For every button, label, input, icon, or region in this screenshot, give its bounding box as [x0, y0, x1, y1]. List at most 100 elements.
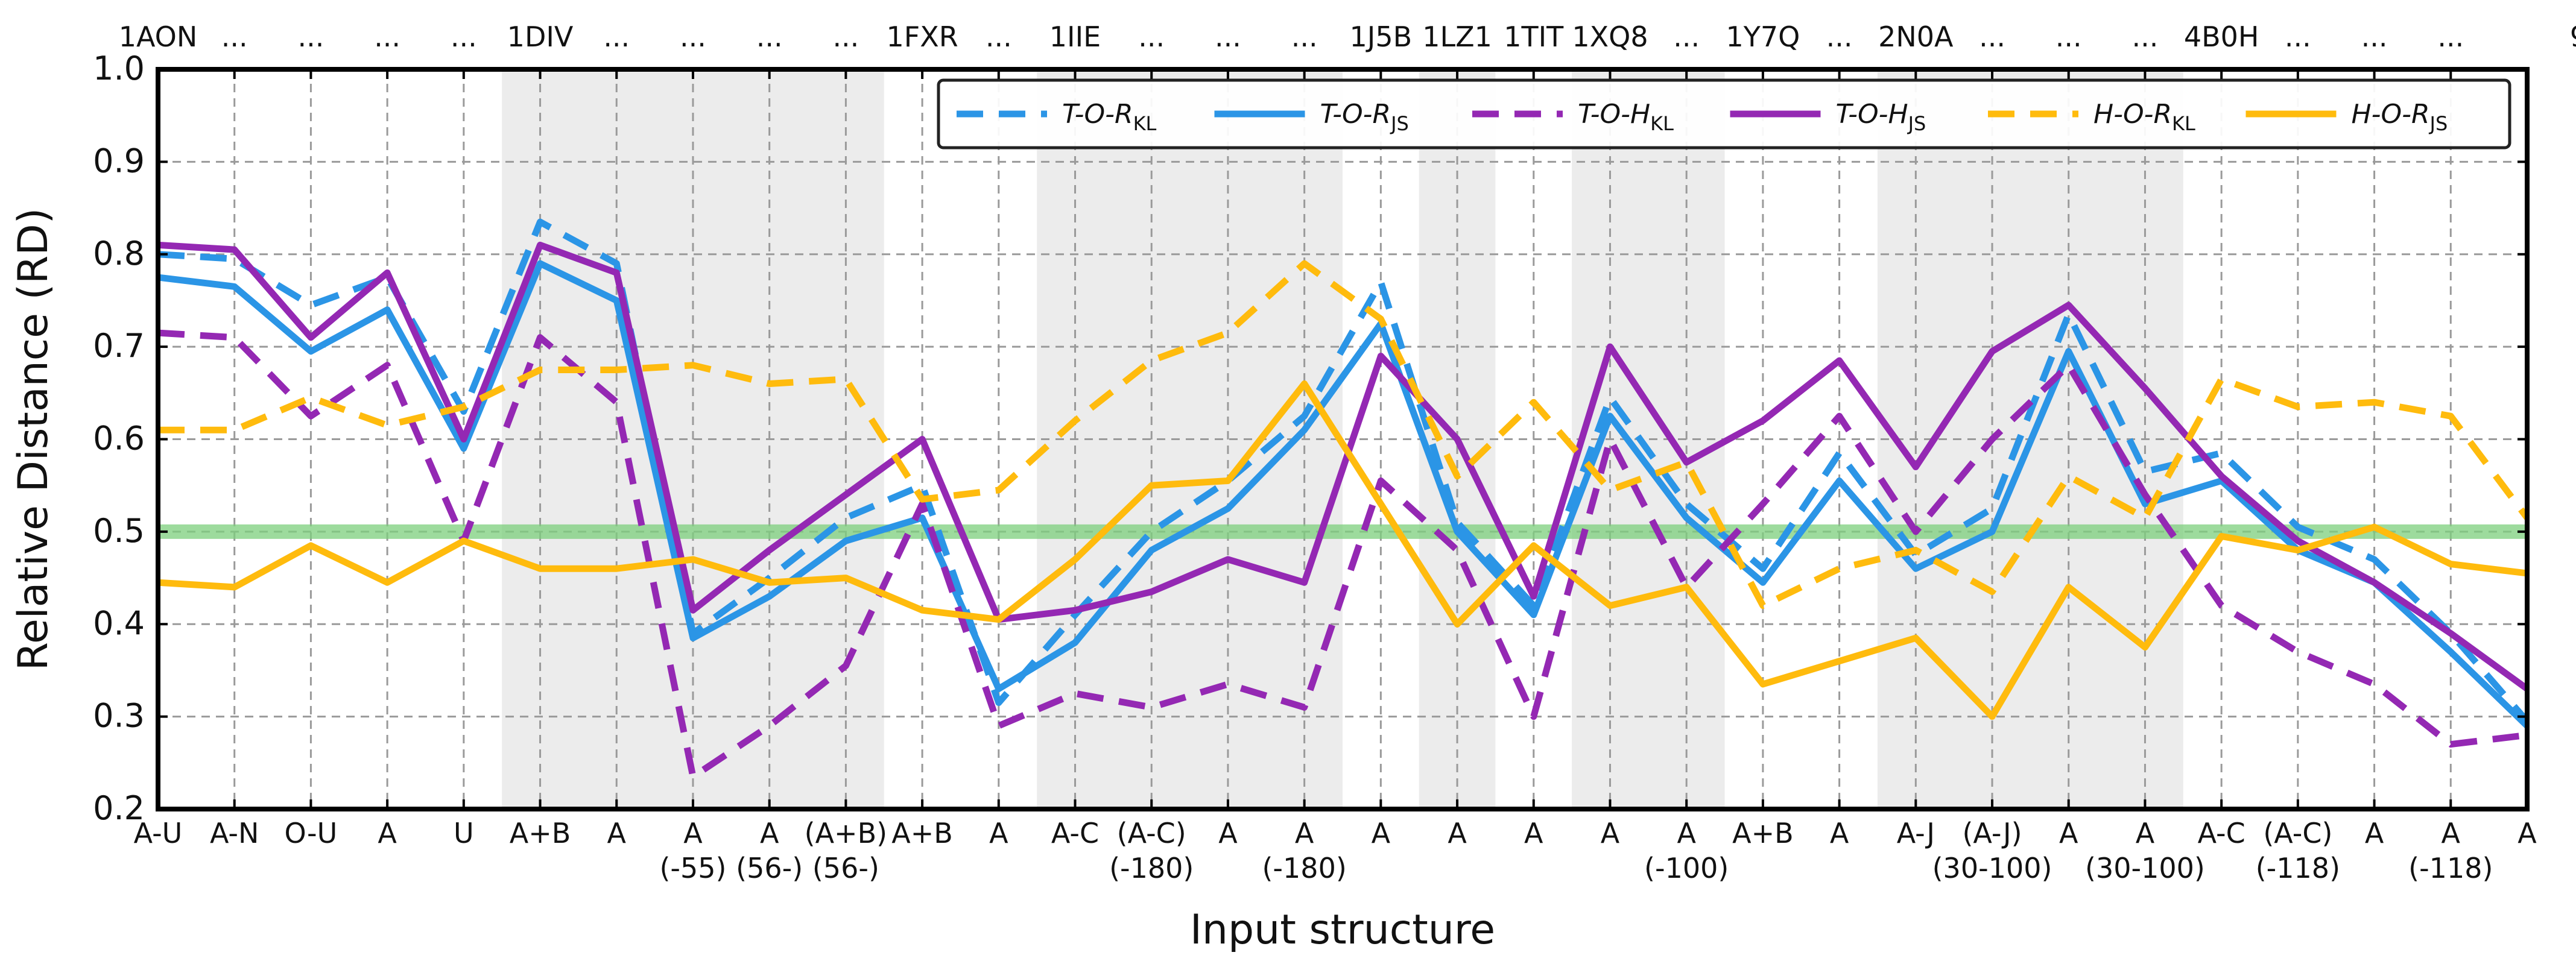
x-tick-label-line: (-180): [1262, 852, 1346, 884]
top-structure-label: 1XQ8: [1572, 20, 1648, 53]
top-structure-label: ...: [374, 20, 400, 53]
series-line-t-o-r-kl: [157, 218, 2530, 723]
x-tick-label-line: A: [2365, 817, 2384, 849]
legend-label-subscript: JS: [1907, 112, 1926, 135]
x-tick-label-line: (A+B): [805, 817, 887, 849]
x-tick-label-line: A: [1295, 817, 1314, 849]
x-tick-label-line: A: [378, 817, 397, 849]
top-structure-label: ...: [2132, 20, 2159, 53]
series-line-t-o-h-kl: [157, 329, 2528, 780]
legend-label-name: T-O-R: [1062, 99, 1133, 130]
legend-label: T-O-RJS: [1320, 99, 1409, 135]
x-axis-title: Input structure: [1190, 906, 1495, 954]
x-tick-label-line: A-N: [210, 817, 259, 849]
top-structure-label: ...: [2285, 20, 2311, 53]
series-line-h-o-r-kl: [158, 260, 2530, 610]
y-axis-title: Relative Distance (RD): [10, 208, 57, 670]
x-tick-label: A+B: [510, 817, 571, 849]
top-structure-label: ...: [2361, 20, 2388, 53]
x-tick-label: (A-J) (30-100): [1932, 817, 2052, 884]
x-tick-label: A-C: [2198, 817, 2245, 849]
x-tick-label-line: A+B: [891, 817, 953, 849]
x-tick-label: A (30-100): [2085, 817, 2205, 884]
top-structure-label: 1TIT: [1504, 20, 1564, 53]
x-tick-label-line: A+B: [1732, 817, 1794, 849]
x-tick-label: A: [2517, 817, 2537, 849]
top-structure-label: ...: [297, 20, 324, 53]
x-tick-label-line: (-118): [2256, 852, 2340, 884]
x-tick-label: A-N: [210, 817, 259, 849]
legend-label-name: H-O-R: [2093, 99, 2172, 130]
x-tick-label: A: [2059, 817, 2078, 849]
top-structure-label: ...: [832, 20, 859, 53]
top-structure-label: 1Y7Q: [1726, 20, 1800, 53]
x-tick-label-line: A: [1524, 817, 1543, 849]
y-tick-label: 0.9: [93, 142, 145, 180]
x-tick-label: A (-100): [1644, 817, 1729, 884]
legend: T-O-RKL T-O-RJS T-O-HKL T-O-HJS H-O-RKL H-O-R…: [937, 78, 2511, 150]
top-structure-label: ...: [756, 20, 783, 53]
x-tick-label-line: (-55): [659, 852, 726, 884]
x-tick-label-line: (A-J): [1962, 817, 2022, 849]
x-tick-label-line: (56-): [736, 852, 803, 884]
top-structure-label: 1DIV: [507, 20, 574, 53]
x-tick-label: O-U: [285, 817, 338, 849]
legend-label: T-O-HJS: [1836, 99, 1926, 135]
x-tick-label: A: [1372, 817, 1391, 849]
x-tick-label: A-U: [134, 817, 183, 849]
legend-label-subscript: JS: [1390, 112, 1409, 135]
y-tick-label: 0.4: [93, 604, 145, 642]
legend-label-subscript: KL: [1650, 112, 1674, 135]
legend-label-name: T-O-H: [1836, 99, 1908, 130]
x-tick-label-line: A: [760, 817, 779, 849]
series-line-h-o-r-js: [157, 380, 2528, 720]
legend-label-name: H-O-R: [2352, 99, 2430, 130]
top-structure-label: ...: [2437, 20, 2464, 53]
top-structure-label: 1AON: [119, 20, 198, 53]
x-tick-label: A (-180): [1262, 817, 1346, 884]
x-tick-label-line: A: [2442, 817, 2461, 849]
x-tick-label: A (-55): [659, 817, 726, 884]
x-tick-label-line: A: [1448, 817, 1467, 849]
x-tick-label-line: A: [1601, 817, 1620, 849]
reference-band-layer: [158, 524, 2527, 539]
top-structure-label: ...: [1138, 20, 1165, 53]
top-structure-label: 9MSI: [2570, 20, 2576, 53]
top-structure-label: ...: [221, 20, 248, 53]
top-structure-label: ...: [1826, 20, 1853, 53]
x-tick-label: A: [1524, 817, 1543, 849]
x-tick-label: (A+B) (56-): [805, 817, 887, 884]
top-structure-label: ...: [451, 20, 477, 53]
top-structure-label: 2N0A: [1878, 20, 1954, 53]
top-structure-label: ...: [2055, 20, 2082, 53]
x-tick-label: U: [454, 817, 474, 849]
x-tick-label-line: (30-100): [1932, 852, 2052, 884]
y-tick-label: 0.6: [93, 420, 145, 458]
y-tick-label: 0.5: [93, 512, 145, 550]
top-structure-label: ...: [1215, 20, 1241, 53]
x-tick-label: A: [1218, 817, 1238, 849]
series-line-t-o-r-js: [157, 260, 2530, 728]
legend-label: H-O-RJS: [2352, 99, 2448, 135]
x-tick-label-line: (-100): [1644, 852, 1729, 884]
reference-band: [158, 524, 2527, 539]
top-structure-label: 1IIE: [1049, 20, 1101, 53]
x-tick-label-line: A: [989, 817, 1008, 849]
x-tick-label: A+B: [891, 817, 953, 849]
x-tick-label-line: A: [1677, 817, 1696, 849]
x-tick-label: A: [378, 817, 397, 849]
x-tick-label-line: (-118): [2408, 852, 2493, 884]
x-tick-label-line: (30-100): [2085, 852, 2205, 884]
series-line-t-o-h-js: [157, 241, 2530, 692]
x-tick-label-line: O-U: [285, 817, 338, 849]
x-tick-label: A: [1448, 817, 1467, 849]
x-tick-label: A: [607, 817, 627, 849]
x-tick-label: A: [1830, 817, 1849, 849]
x-tick-label-line: (A-C): [1117, 817, 1186, 849]
x-tick-label-line: A: [607, 817, 627, 849]
top-structure-label: ...: [1291, 20, 1318, 53]
legend-label-name: T-O-R: [1320, 99, 1391, 130]
x-tick-label-line: A: [1830, 817, 1849, 849]
x-tick-label: A: [1601, 817, 1620, 849]
